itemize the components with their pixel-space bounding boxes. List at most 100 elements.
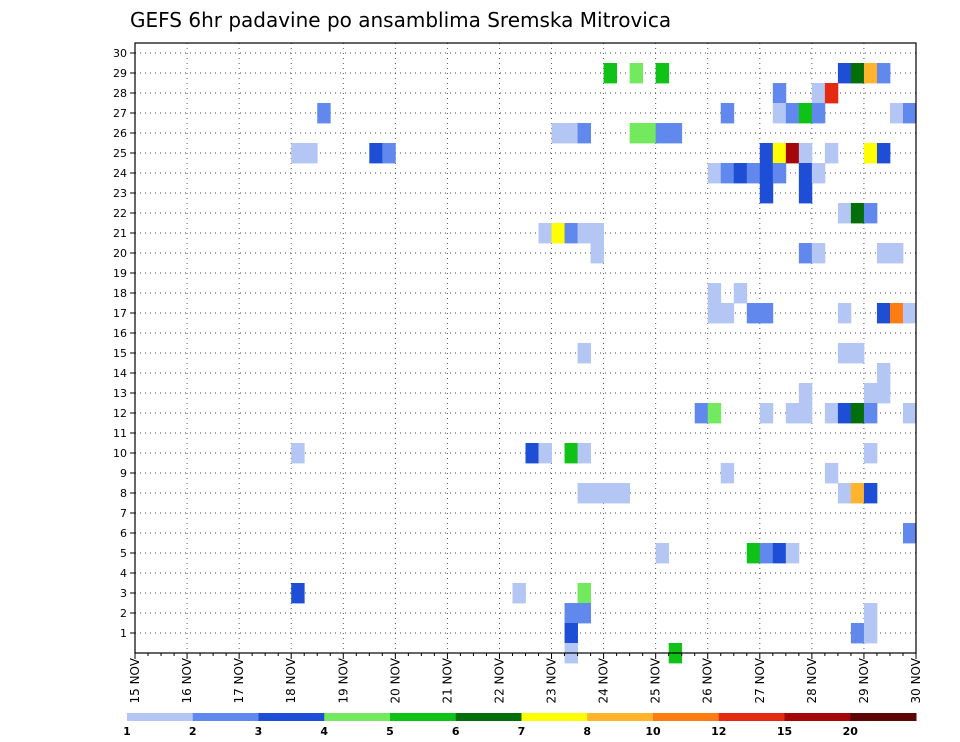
legend-label: 20 [843,725,859,738]
precip-cell [382,143,396,164]
legend-label: 10 [645,725,661,738]
x-tick-label: 29 NOV [857,657,871,703]
precip-cell [785,403,800,424]
legend-label: 15 [777,725,792,738]
precip-cell [564,223,578,244]
legend-swatch [587,713,654,721]
precip-cell [837,483,852,504]
precip-cell [863,203,878,224]
y-tick-label: 30 [113,47,127,60]
legend-swatch [850,713,917,721]
precip-cell [863,383,878,404]
precip-cell [759,543,774,564]
precip-cell [824,83,839,104]
x-tick-label: 16 NOV [180,657,194,703]
y-tick-label: 20 [113,247,127,260]
precip-cell [876,143,891,164]
precip-cell [863,443,878,464]
precip-cell [629,123,644,144]
precip-cell [616,483,631,504]
precip-cell [590,243,604,264]
precip-cell [837,203,852,224]
precip-cell [720,303,735,324]
x-tick-label: 30 NOV [909,657,923,703]
x-tick-label: 19 NOV [336,657,350,703]
precip-cell [798,243,813,264]
precip-cell [837,63,852,84]
y-tick-label: 6 [120,527,127,540]
precip-cell [577,123,591,144]
precip-cell [317,103,331,124]
legend-label: 1 [123,725,131,738]
precip-cell [746,163,761,184]
precip-cell [746,543,761,564]
precip-cell [577,443,591,464]
legend-swatch [718,713,785,721]
x-tick-label: 24 NOV [597,657,611,703]
precip-cell [629,63,644,84]
precip-cell [291,583,305,604]
y-tick-label: 11 [113,427,127,440]
precip-cell [876,243,891,264]
precip-cell [785,103,800,124]
precip-cell [876,63,891,84]
precip-cell [863,143,878,164]
legend-label: 2 [189,725,197,738]
precip-cell [369,143,383,164]
precip-cell [785,143,800,164]
y-tick-label: 7 [120,507,127,520]
precip-cell [863,623,878,644]
precip-cell [759,163,774,184]
precip-cell [772,103,787,124]
legend-swatch [653,713,720,721]
precip-cell [746,303,761,324]
y-tick-label: 1 [120,627,127,640]
precip-cell [291,143,305,164]
precip-cell [889,103,904,124]
precip-cell [577,583,591,604]
y-tick-label: 26 [113,127,127,140]
y-tick-label: 15 [113,347,127,360]
precip-cell [850,623,865,644]
y-tick-label: 14 [113,367,127,380]
x-tick-label: 18 NOV [284,657,298,703]
precip-cell [876,303,891,324]
legend-swatch [784,713,851,721]
precip-cell [291,443,305,464]
y-tick-label: 16 [113,327,127,340]
precip-cell [863,403,878,424]
y-tick-label: 13 [113,387,127,400]
y-tick-label: 12 [113,407,127,420]
y-tick-label: 28 [113,87,127,100]
x-tick-label: 17 NOV [232,657,246,703]
precip-cell [772,83,787,104]
precip-cell [551,223,565,244]
precip-cell [811,163,826,184]
y-tick-label: 25 [113,147,127,160]
precipitation-cells [291,63,917,664]
precip-cell [668,123,683,144]
x-tick-label: 26 NOV [701,657,715,703]
x-tick-label: 20 NOV [388,657,402,703]
precip-cell [707,163,722,184]
x-tick-label: 21 NOV [440,657,454,703]
precip-cell [863,63,878,84]
precip-cell [863,483,878,504]
x-tick-label: 25 NOV [649,657,663,703]
precip-cell [850,63,865,84]
precip-cell [902,103,917,124]
precip-cell [850,343,865,364]
x-tick-label: 15 NOV [128,657,142,703]
precip-cell [837,403,852,424]
y-tick-label: 22 [113,207,127,220]
precip-cell [655,63,670,84]
legend-label: 6 [452,725,460,738]
legend-swatch [521,713,588,721]
precip-cell [798,143,813,164]
x-axis-ticks: 15 NOV 16 NOV 17 NOV 18 NOV 19 NOV 20 NOV 21 N… [128,653,923,704]
chart-title: GEFS 6hr padavine po ansamblima Sremska … [130,8,671,32]
y-tick-label: 5 [120,547,127,560]
precip-cell [811,243,826,264]
precip-cell [889,243,904,264]
